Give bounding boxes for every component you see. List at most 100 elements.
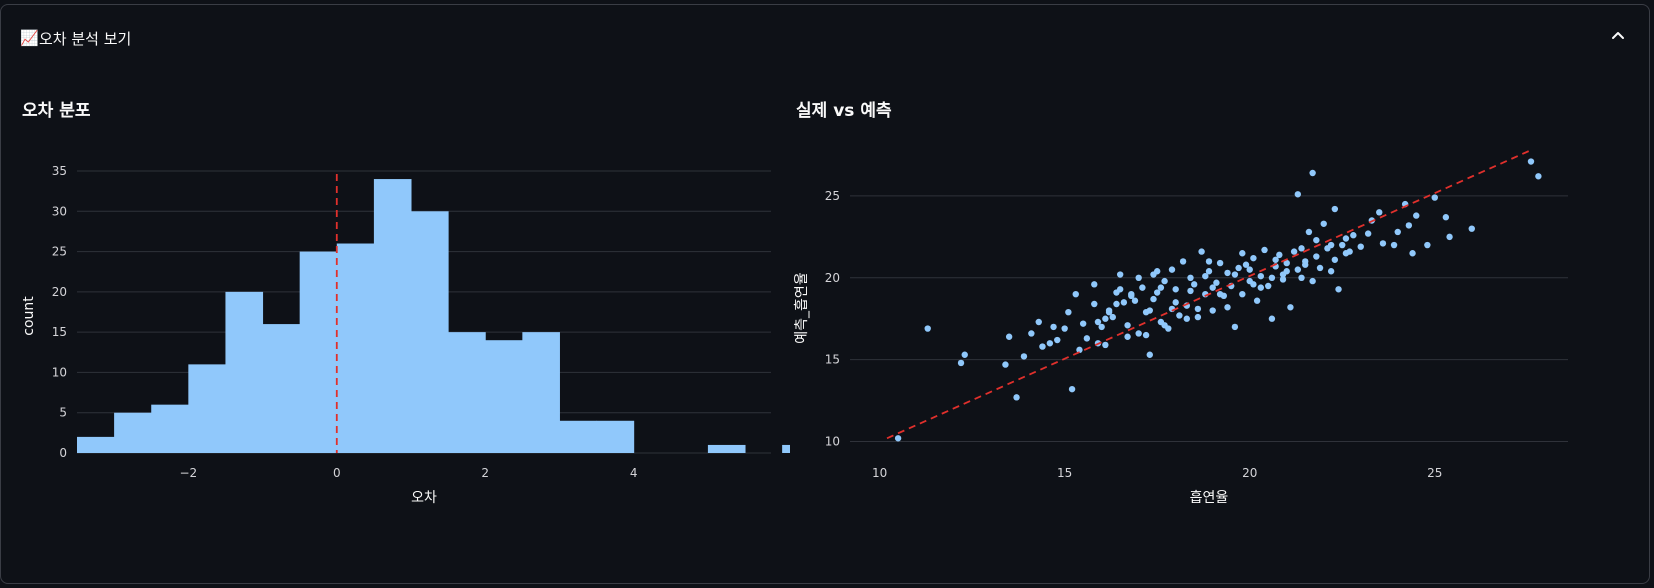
scatter-point: [1187, 274, 1194, 282]
scatter-point: [1442, 214, 1450, 221]
scatter-point: [1327, 268, 1335, 275]
expander-title: 오차 분석 보기: [39, 30, 132, 48]
scatter-point: [1183, 315, 1190, 322]
scatter-point: [1405, 222, 1413, 229]
ideal-fit-line: [886, 150, 1532, 440]
scatter-xlabel: 흡연율: [1190, 490, 1229, 506]
scatter-point: [1257, 272, 1265, 280]
scatter-point: [1216, 290, 1224, 298]
scatter-point: [1135, 274, 1142, 282]
scatter-point: [1172, 286, 1179, 293]
scatter-point: [1346, 248, 1353, 255]
scatter-point: [1468, 225, 1475, 232]
scatter-point: [1142, 331, 1150, 339]
scatter-point: [1279, 271, 1287, 278]
scatter-point: [1339, 241, 1346, 249]
scatter-point: [1076, 346, 1083, 354]
scatter-point: [1094, 318, 1102, 326]
scatter-point: [1294, 266, 1302, 273]
histogram-bar: [336, 243, 375, 453]
histogram-bar: [522, 332, 560, 453]
chevron-up-icon[interactable]: [1609, 27, 1627, 45]
scatter-point: [1287, 304, 1294, 311]
histogram-ytick-label: 20: [52, 285, 67, 299]
scatter-point: [1213, 279, 1220, 286]
scatter-point: [1309, 169, 1316, 177]
scatter-point: [1250, 254, 1257, 262]
scatter-point: [1150, 271, 1157, 278]
histogram-bar: [485, 340, 523, 453]
scatter-point: [961, 351, 968, 358]
scatter-point: [1268, 274, 1276, 282]
scatter-xtick-label: 15: [1057, 466, 1072, 480]
scatter-point: [1113, 300, 1120, 308]
scatter-point: [1116, 271, 1124, 278]
scatter-point: [924, 325, 931, 332]
expander-header[interactable]: 📈 오차 분석 보기: [1, 5, 1649, 67]
histogram-ytick-label: 5: [59, 406, 67, 420]
scatter-point: [1172, 299, 1179, 306]
scatter-point: [1124, 333, 1131, 340]
scatter-ytick-label: 10: [825, 435, 840, 449]
scatter-point: [1298, 274, 1305, 282]
histogram-ytick-label: 0: [59, 446, 67, 460]
scatter-point: [1054, 336, 1061, 344]
scatter-point: [1105, 308, 1113, 316]
histogram-title: 오차 분포: [22, 101, 91, 121]
scatter-point: [1313, 253, 1320, 260]
scatter-point: [1246, 266, 1253, 273]
histogram-ytick-label: 10: [52, 365, 67, 379]
scatter-point: [1379, 240, 1387, 247]
scatter-point: [1098, 323, 1105, 331]
scatter-point: [1128, 292, 1135, 300]
scatter-point: [1409, 250, 1416, 257]
scatter-point: [1216, 259, 1224, 267]
histogram-bar: [114, 412, 152, 453]
scatter-point: [1153, 289, 1161, 296]
scatter-point: [1239, 250, 1246, 257]
scatter-point: [1146, 351, 1153, 358]
scatter-point: [1298, 245, 1305, 252]
scatter-point: [1039, 343, 1046, 350]
scatter-point: [1205, 258, 1213, 265]
scatter-point: [1113, 289, 1120, 296]
scatter-point: [1335, 286, 1342, 293]
scatter-ytick-label: 25: [825, 189, 840, 203]
scatter-point: [1257, 284, 1265, 291]
chart-increasing-icon: 📈: [20, 29, 39, 47]
scatter-point: [1431, 194, 1438, 201]
histogram-bar: [707, 444, 746, 453]
scatter-point: [1272, 256, 1279, 263]
scatter-point: [1250, 281, 1257, 288]
scatter-point: [1002, 361, 1009, 368]
scatter-point: [1235, 264, 1242, 272]
scatter-point: [1157, 284, 1165, 291]
scatter-point: [1268, 315, 1276, 322]
histogram-bar: [559, 420, 598, 453]
scatter-point: [1342, 235, 1350, 242]
scatter-point: [1124, 322, 1131, 329]
histogram-ytick-label: 30: [52, 204, 67, 218]
scatter-point: [1313, 236, 1320, 244]
scatter-point: [1028, 330, 1035, 337]
scatter-point: [1187, 287, 1194, 295]
scatter-point: [1091, 281, 1098, 288]
scatter-point: [1276, 251, 1283, 259]
scatter-point: [1231, 271, 1239, 278]
scatter-point: [1046, 340, 1054, 347]
scatter-point: [1139, 284, 1146, 291]
scatter-point: [1194, 305, 1202, 313]
scatter-point: [1205, 268, 1213, 275]
histogram-xlabel: 오차: [411, 490, 437, 506]
scatter-point: [1283, 259, 1290, 267]
scatter-point: [1194, 313, 1202, 321]
scatter-point: [1013, 394, 1020, 401]
scatter-point: [1327, 241, 1335, 249]
scatter-point: [1302, 261, 1309, 268]
histogram-bar: [373, 179, 412, 454]
scatter-title: 실제 vs 예측: [796, 101, 892, 121]
scatter-point: [1072, 290, 1079, 298]
scatter-point: [1331, 205, 1339, 213]
scatter-point: [1320, 220, 1327, 227]
scatter-ytick-label: 15: [825, 353, 840, 367]
